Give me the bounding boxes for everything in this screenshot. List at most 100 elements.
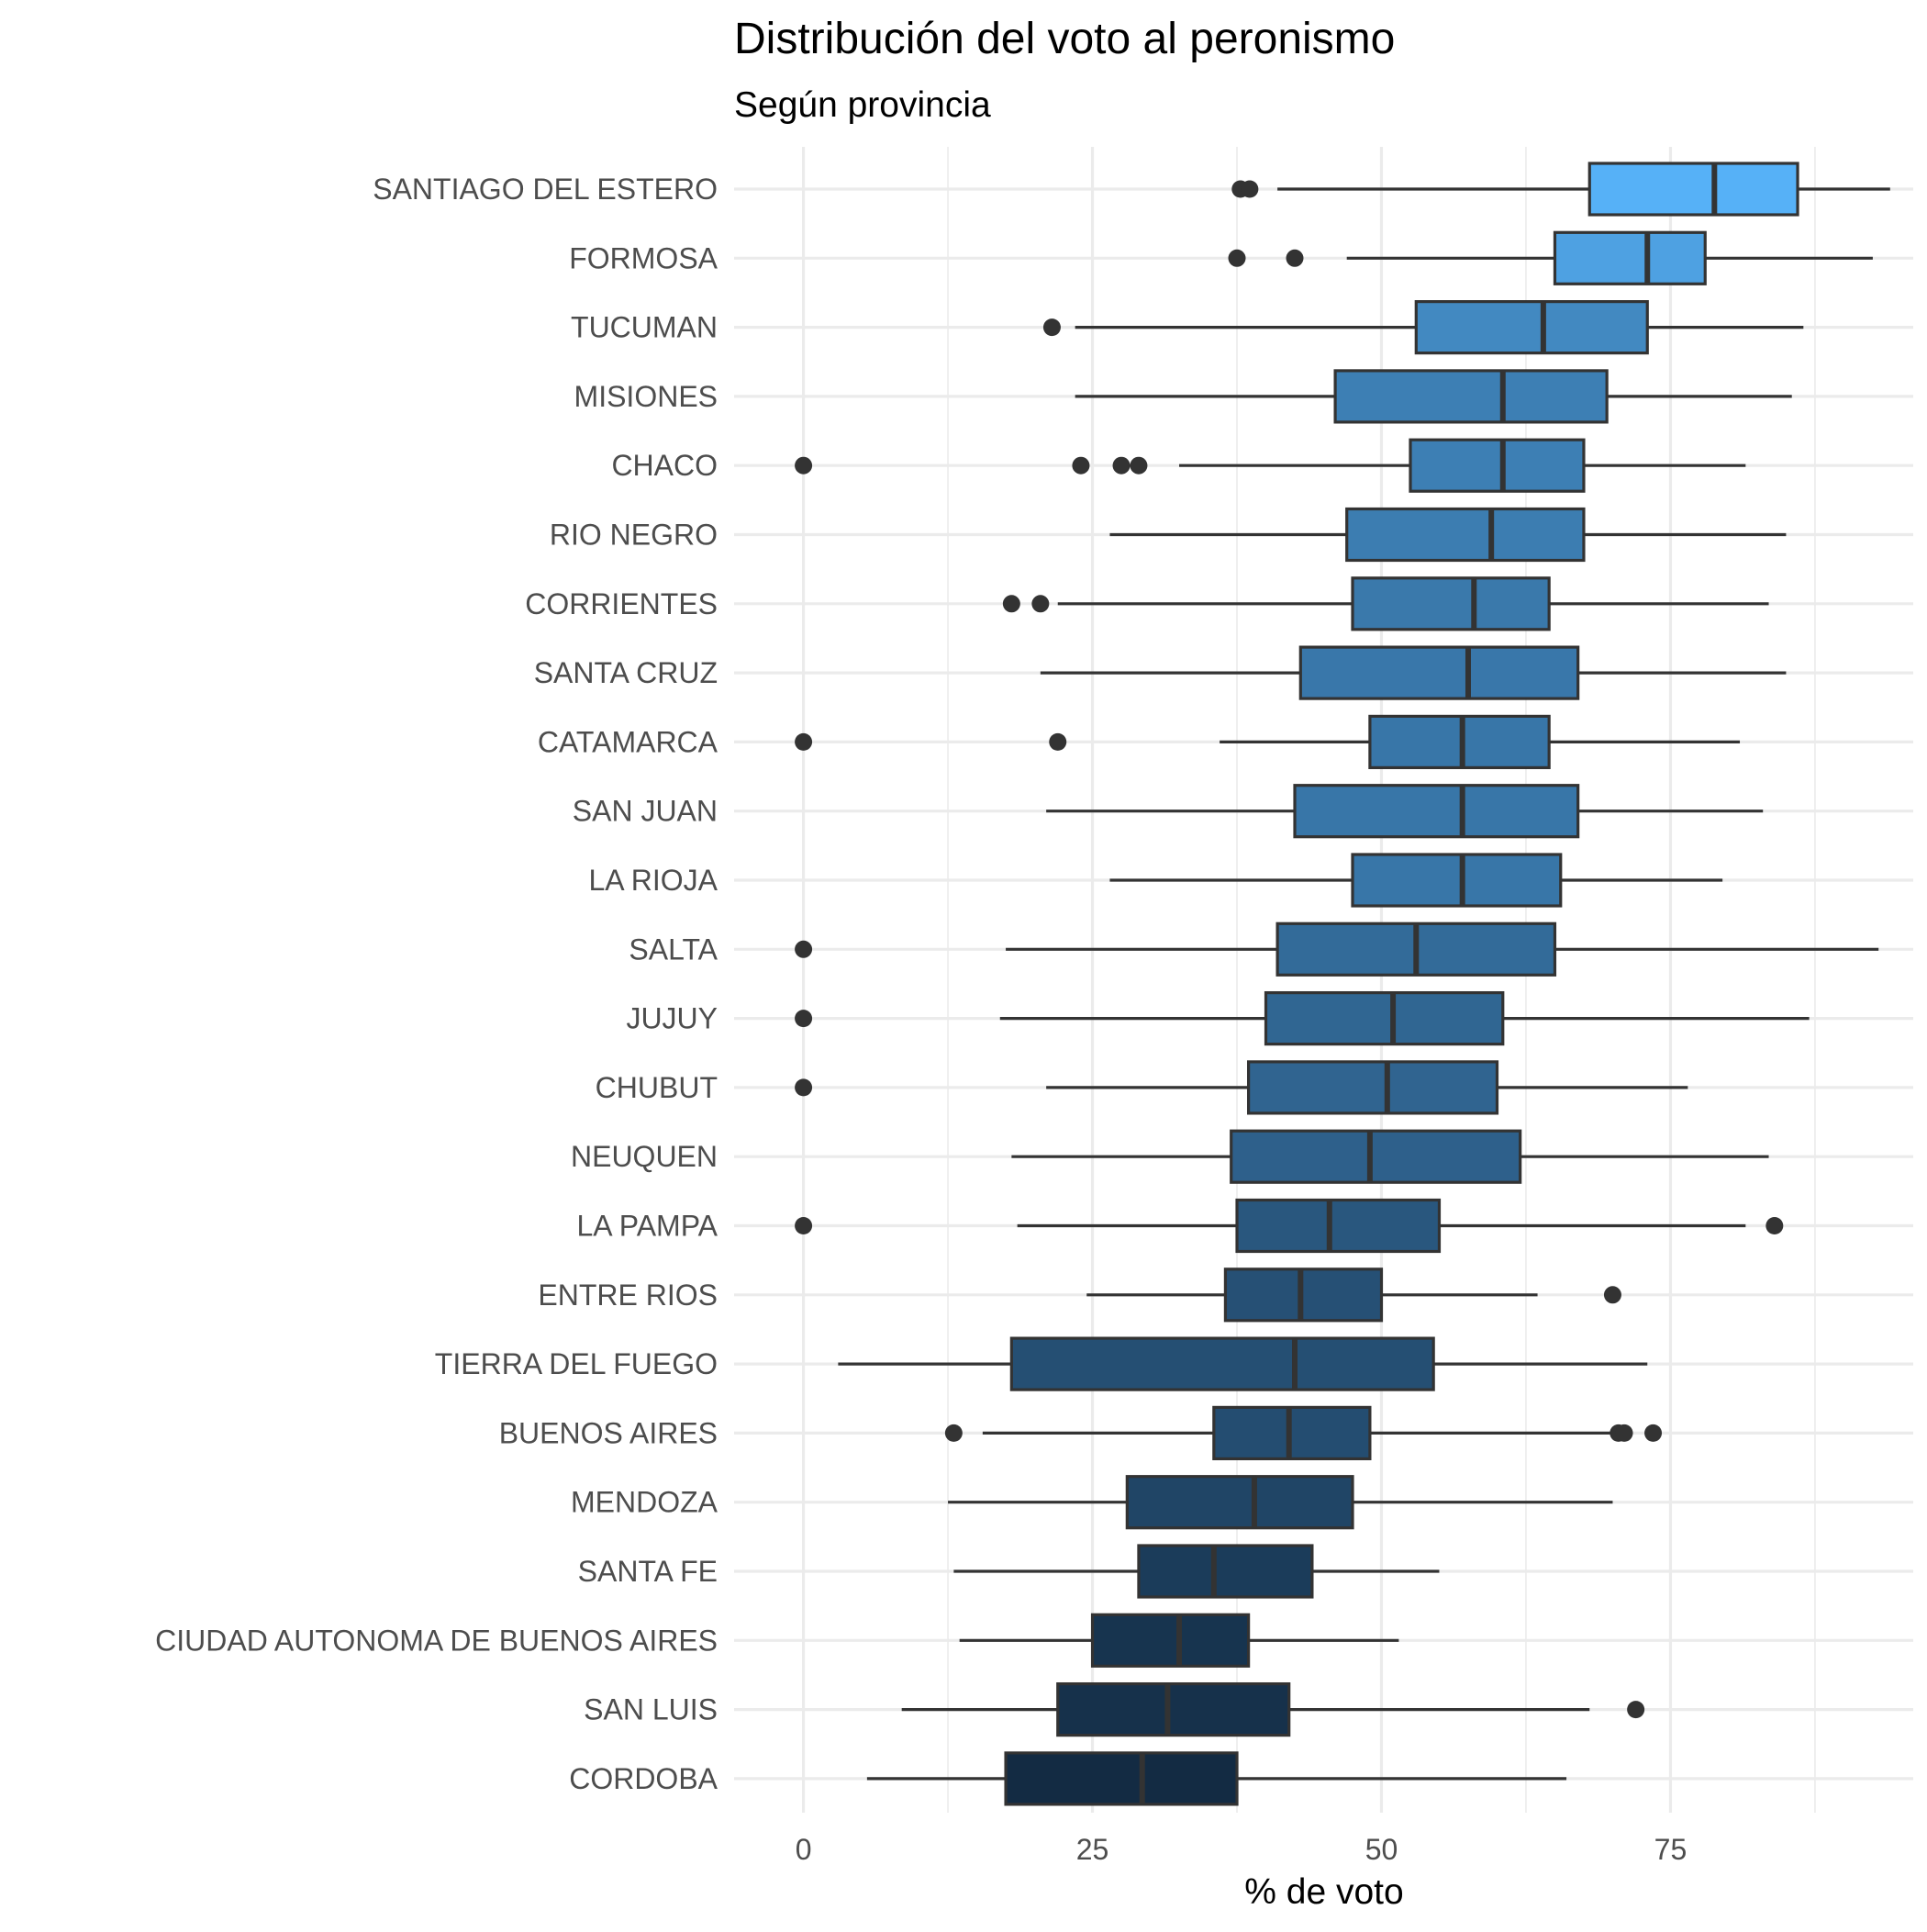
y-tick-label: BUENOS AIRES (499, 1416, 718, 1449)
y-tick-label: MISIONES (574, 380, 718, 413)
x-tick-label: 0 (796, 1833, 812, 1866)
y-tick-label: LA RIOJA (589, 864, 718, 897)
y-tick-label: CORDOBA (569, 1762, 718, 1795)
box-san-luis (901, 1681, 1645, 1737)
box-iqr (1368, 714, 1551, 770)
box-iqr (1553, 230, 1707, 285)
marks-layer (795, 162, 1890, 1806)
box-iqr (1587, 162, 1799, 217)
outlier-point (1603, 1286, 1621, 1304)
outlier-point (1072, 456, 1090, 475)
box-iqr (1351, 576, 1551, 631)
y-tick-label: SAN JUAN (573, 795, 718, 828)
box-chubut (795, 1060, 1688, 1115)
outlier-point (1112, 456, 1131, 475)
y-tick-label: TUCUMAN (571, 311, 718, 344)
y-tick-label: SANTIAGO DEL ESTERO (373, 173, 718, 206)
box-iqr (1345, 507, 1586, 563)
box-iqr (1247, 1060, 1499, 1115)
box-iqr (1125, 1475, 1354, 1530)
chart-title: Distribución del voto al peronismo (734, 15, 1395, 63)
box-ciudad-autonoma-de-buenos-aires (959, 1613, 1399, 1668)
box-santa-cruz (1040, 645, 1787, 700)
box-iqr (1056, 1681, 1291, 1737)
x-axis-title: % de voto (1244, 1872, 1403, 1912)
outlier-point (1765, 1217, 1784, 1234)
x-axis-ticks: 0 25 50 75 (796, 1833, 1688, 1866)
outlier-point (795, 456, 813, 475)
outlier-point (1615, 1424, 1633, 1442)
box-iqr (1230, 1129, 1522, 1184)
box-cordoba (866, 1751, 1567, 1806)
box-san-juan (1046, 784, 1764, 839)
box-iqr (1414, 300, 1649, 355)
box-misiones (1075, 369, 1792, 424)
box-iqr (1212, 1405, 1372, 1461)
y-tick-label: ENTRE RIOS (538, 1279, 718, 1312)
y-tick-label: JUJUY (626, 1002, 718, 1035)
box-iqr (1090, 1613, 1251, 1668)
y-tick-label: RIO NEGRO (550, 519, 718, 552)
y-tick-label: SAN LUIS (584, 1693, 718, 1726)
box-mendoza (948, 1475, 1613, 1530)
y-axis-labels: SANTIAGO DEL ESTERO FORMOSA TUCUMAN MISIONE… (155, 173, 718, 1795)
y-tick-label: CORRIENTES (525, 587, 718, 620)
y-tick-label: LA PAMPA (576, 1210, 718, 1243)
box-la-pampa (795, 1198, 1784, 1254)
outlier-point (944, 1424, 963, 1442)
box-iqr (1004, 1751, 1239, 1806)
y-tick-label: CHUBUT (596, 1071, 718, 1104)
y-tick-label: CIUDAD AUTONOMA DE BUENOS AIRES (155, 1624, 718, 1657)
outlier-point (1130, 456, 1148, 475)
box-catamarca (795, 714, 1741, 770)
box-iqr (1009, 1336, 1435, 1391)
box-chaco (795, 438, 1746, 493)
box-iqr (1235, 1198, 1442, 1254)
box-iqr (1137, 1544, 1314, 1599)
box-jujuy (795, 990, 1810, 1046)
y-tick-label: TIERRA DEL FUEGO (435, 1347, 718, 1380)
box-iqr (1223, 1268, 1384, 1323)
x-tick-label: 50 (1365, 1833, 1398, 1866)
outlier-point (795, 1078, 813, 1097)
box-santa-fe (953, 1544, 1440, 1599)
x-tick-label: 25 (1076, 1833, 1109, 1866)
box-iqr (1409, 438, 1586, 493)
y-tick-label: NEUQUEN (571, 1140, 718, 1173)
box-rio-negro (1109, 507, 1787, 563)
outlier-point (795, 1010, 813, 1028)
outlier-point (1002, 595, 1020, 613)
box-iqr (1333, 369, 1609, 424)
box-corrientes (1002, 576, 1769, 631)
outlier-point (1644, 1424, 1663, 1442)
box-salta (795, 921, 1879, 977)
outlier-point (1228, 249, 1246, 267)
outlier-point (1042, 318, 1061, 337)
box-neuquen (1011, 1129, 1769, 1184)
y-tick-label: CATAMARCA (538, 725, 718, 758)
box-la-rioja (1109, 853, 1723, 908)
box-tierra-del-fuego (838, 1336, 1648, 1391)
y-tick-label: SANTA CRUZ (534, 656, 718, 689)
outlier-point (795, 940, 813, 958)
chart-subtitle: Según provincia (734, 85, 991, 125)
outlier-point (1031, 595, 1050, 613)
outlier-point (1049, 732, 1067, 751)
y-tick-label: MENDOZA (571, 1486, 718, 1519)
outlier-point (1286, 249, 1304, 267)
outlier-point (795, 732, 813, 751)
box-iqr (1298, 645, 1580, 700)
y-tick-label: SANTA FE (578, 1555, 718, 1588)
outlier-point (1627, 1701, 1645, 1719)
box-iqr (1293, 784, 1580, 839)
y-tick-label: SALTA (629, 932, 718, 966)
box-iqr (1351, 853, 1563, 908)
x-tick-label: 75 (1654, 1833, 1688, 1866)
box-buenos-aires (944, 1405, 1663, 1461)
y-tick-label: CHACO (611, 449, 718, 482)
outlier-point (1241, 180, 1259, 198)
box-santiago-del-estero (1231, 162, 1890, 217)
outlier-point (795, 1217, 813, 1234)
